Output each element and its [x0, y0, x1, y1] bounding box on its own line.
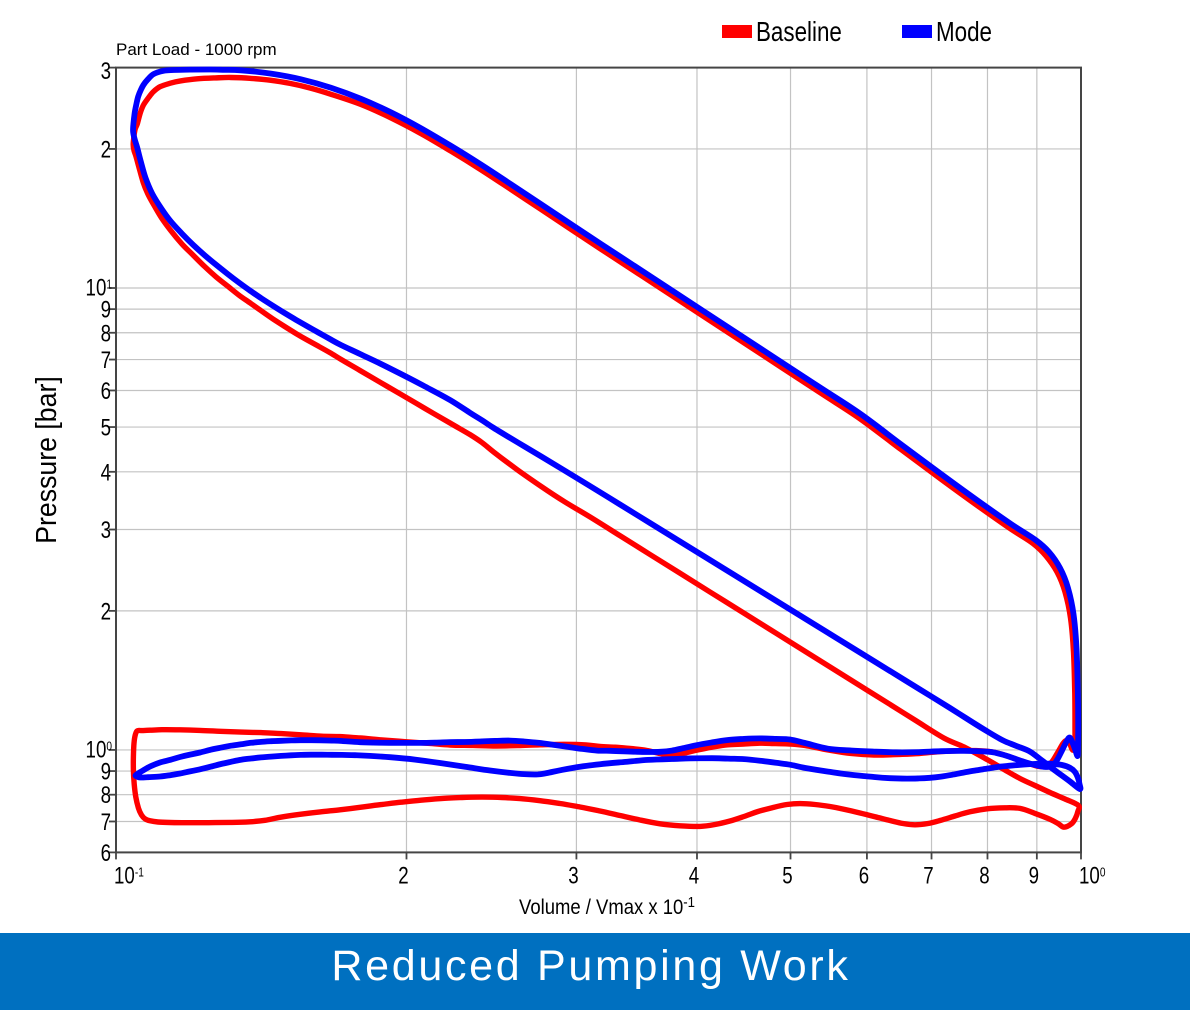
svg-text:4: 4 [101, 459, 111, 486]
svg-text:Reduced Pumping Work: Reduced Pumping Work [331, 942, 850, 990]
svg-text:3: 3 [568, 862, 578, 889]
svg-text:4: 4 [689, 862, 699, 889]
svg-text:9: 9 [1029, 862, 1039, 889]
svg-text:5: 5 [101, 414, 111, 441]
svg-text:Pressure [bar]: Pressure [bar] [30, 376, 62, 544]
svg-text:9: 9 [101, 296, 111, 323]
svg-text:6: 6 [101, 378, 111, 405]
svg-text:8: 8 [979, 862, 989, 889]
svg-text:Part Load - 1000 rpm: Part Load - 1000 rpm [116, 40, 277, 59]
svg-text:6: 6 [101, 840, 111, 867]
svg-text:Mode: Mode [936, 17, 992, 48]
svg-text:8: 8 [101, 782, 111, 809]
svg-text:7: 7 [101, 347, 111, 374]
svg-text:9: 9 [101, 758, 111, 785]
svg-text:7: 7 [101, 809, 111, 836]
svg-text:Volume / Vmax x 10-1: Volume / Vmax x 10-1 [519, 893, 695, 919]
svg-text:Baseline: Baseline [756, 17, 842, 48]
svg-text:2: 2 [101, 598, 111, 625]
svg-text:8: 8 [101, 320, 111, 347]
svg-text:2: 2 [398, 862, 408, 889]
svg-text:5: 5 [782, 862, 792, 889]
svg-text:3: 3 [101, 58, 111, 85]
svg-text:7: 7 [923, 862, 933, 889]
svg-text:3: 3 [101, 517, 111, 544]
svg-text:2: 2 [101, 136, 111, 163]
svg-text:6: 6 [859, 862, 869, 889]
